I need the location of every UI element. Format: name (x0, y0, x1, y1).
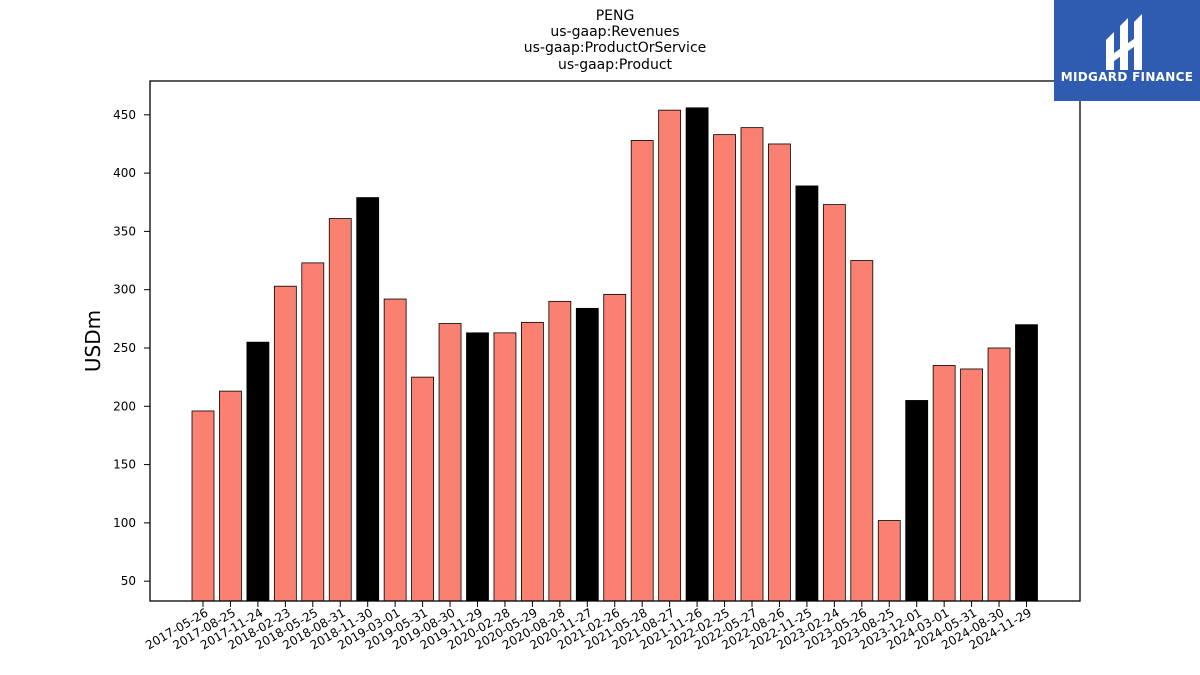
x-axis: 2017-05-262017-08-252017-11-242018-02-23… (143, 601, 1034, 652)
bar-2022-05-27 (740, 127, 764, 602)
chart-title-line-2: us-gaap:Revenues (550, 24, 679, 40)
bar-2024-11-29 (1015, 324, 1038, 602)
chart-title-line-1: PENG (596, 8, 635, 24)
bar-2019-03-01 (383, 298, 407, 602)
y-tick-label-300: 300 (113, 283, 136, 297)
bar-2019-05-31 (411, 376, 435, 602)
bar-2019-08-30 (438, 323, 462, 602)
bar-2017-08-25 (219, 390, 242, 602)
bar-2020-11-27 (575, 307, 599, 602)
y-tick-label-250: 250 (113, 341, 136, 355)
plot-area-frame (149, 80, 1081, 602)
bar-2023-05-26 (850, 260, 874, 602)
y-tick-label-350: 350 (113, 224, 136, 238)
bar-2020-05-29 (521, 321, 544, 602)
logo-text: MIDGARD FINANCE (1061, 70, 1193, 84)
bar-2017-11-24 (246, 341, 270, 602)
midgard-finance-logo: MIDGARD FINANCE (1054, 0, 1200, 101)
bar-2021-08-27 (658, 109, 682, 602)
bar-2022-02-25 (713, 134, 736, 602)
y-tick-label-50: 50 (121, 574, 136, 588)
chart-title-line-3: us-gaap:ProductOrService (524, 40, 707, 56)
bar-2021-05-28 (630, 140, 654, 602)
bar-series (191, 107, 1038, 602)
y-tick-label-150: 150 (113, 458, 136, 472)
bar-2021-11-26 (685, 107, 709, 602)
bar-2021-02-26 (603, 293, 627, 602)
bar-2023-02-24 (822, 204, 846, 602)
bar-2018-02-23 (273, 285, 297, 602)
y-tick-label-450: 450 (113, 108, 136, 122)
y-axis: 50 100 150 200 250 300 350 400 450 (113, 108, 150, 588)
bar-2018-11-30 (356, 197, 380, 602)
bar-2024-05-31 (960, 368, 983, 602)
bar-2022-08-26 (768, 143, 791, 602)
bar-2020-02-28 (493, 332, 517, 602)
bar-2019-11-29 (466, 332, 489, 602)
y-tick-label-400: 400 (113, 166, 136, 180)
y-axis-label: USDm (81, 310, 105, 372)
bar-2018-05-25 (301, 262, 325, 602)
bar-2024-08-30 (987, 347, 1011, 602)
y-tick-label-200: 200 (113, 399, 136, 413)
bar-2020-08-28 (548, 300, 572, 602)
bar-2023-08-25 (877, 520, 901, 602)
chart-title-line-4: us-gaap:Product (558, 57, 673, 73)
bar-2017-05-26 (191, 410, 215, 602)
chart-title: PENG us-gaap:Revenues us-gaap:ProductOrS… (524, 8, 707, 73)
bar-2023-12-01 (905, 400, 929, 602)
bar-2022-11-25 (795, 185, 819, 602)
bar-2024-03-01 (932, 365, 956, 602)
bar-2018-08-31 (328, 218, 352, 602)
y-tick-label-100: 100 (113, 516, 136, 530)
logo-mark-icon (1106, 14, 1142, 70)
